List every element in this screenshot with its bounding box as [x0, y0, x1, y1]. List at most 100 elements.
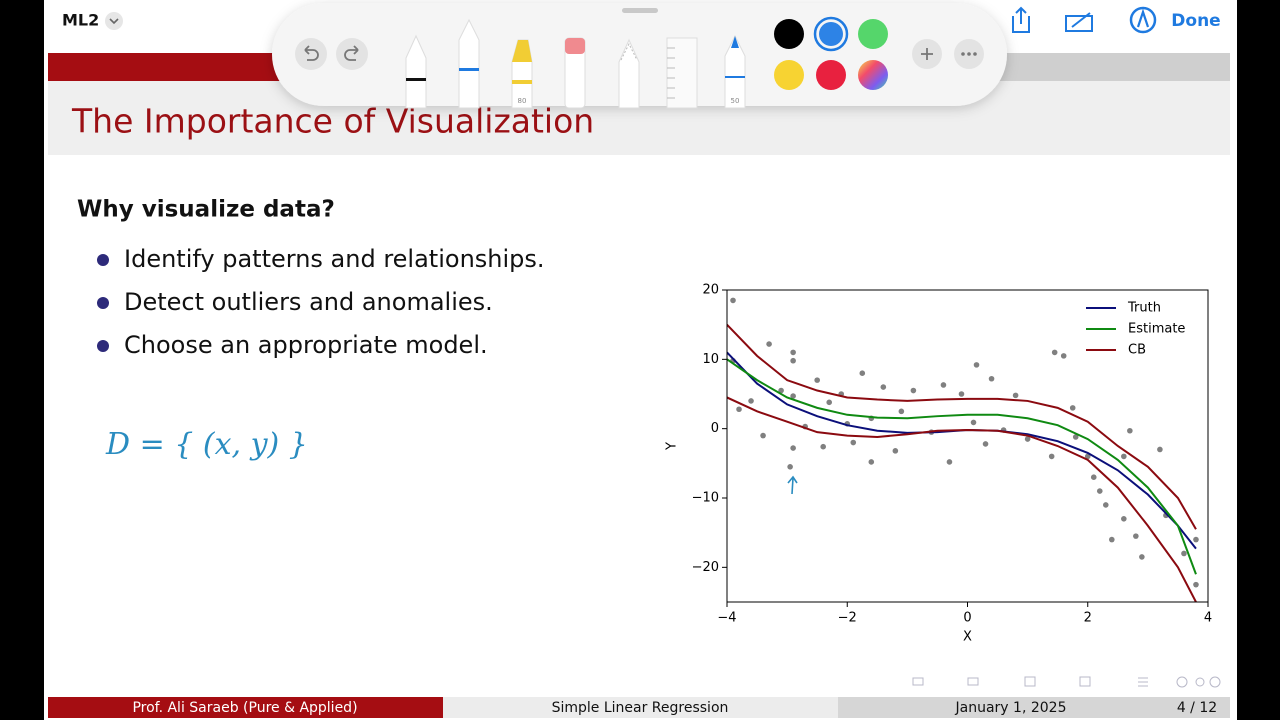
footer-right — [838, 697, 1230, 718]
y-tick-label: 10 — [702, 352, 719, 367]
data-point — [1121, 516, 1127, 522]
footer-date: January 1, 2025 — [955, 700, 1067, 716]
data-point — [790, 393, 796, 399]
y-axis-label: Y — [665, 442, 680, 451]
x-tick-label: −4 — [717, 611, 736, 626]
lasso-pattern — [620, 42, 638, 61]
footer-left — [48, 697, 443, 718]
data-point — [1127, 427, 1133, 434]
data-point — [1084, 453, 1091, 460]
undo-button[interactable] — [295, 38, 327, 70]
pencil-tool[interactable] — [724, 34, 746, 109]
plus-icon — [921, 48, 933, 60]
share-button[interactable] — [1012, 6, 1030, 33]
tools — [405, 18, 746, 109]
data-point — [892, 448, 899, 454]
data-point — [1024, 436, 1031, 442]
data-point — [1069, 405, 1076, 411]
x-tick-label: 2 — [1084, 611, 1092, 626]
pencil-icon — [1136, 8, 1150, 28]
slide-heading: Why visualize data? — [77, 197, 335, 223]
bullet-text: Identify patterns and relationships. — [124, 245, 545, 273]
color-picker[interactable] — [858, 60, 888, 90]
footer-page: 4 / 12 — [1177, 700, 1217, 716]
title-menu-button[interactable] — [105, 12, 123, 30]
color-green[interactable] — [858, 19, 888, 49]
pen-tool[interactable] — [405, 34, 427, 109]
document-title[interactable]: ML2 — [62, 11, 99, 30]
data-point — [1102, 502, 1109, 508]
data-point — [748, 398, 754, 404]
legend-label: CB — [1128, 343, 1146, 358]
legend-label: Truth — [1127, 301, 1161, 316]
legend-label: Estimate — [1128, 322, 1185, 337]
data-point — [910, 387, 917, 394]
plot-frame — [726, 289, 1209, 603]
data-point — [1193, 581, 1199, 588]
ink-arrow — [787, 475, 798, 495]
series-line — [727, 323, 1197, 530]
ink-annotation: D = { (x, y) } — [105, 427, 308, 462]
x-tick-label: −2 — [838, 611, 857, 626]
done-button[interactable]: Done — [1171, 11, 1220, 31]
marker-tip — [512, 40, 532, 62]
eraser-tip — [565, 38, 585, 54]
data-point — [982, 441, 989, 447]
data-point — [826, 399, 833, 406]
data-point — [1060, 353, 1067, 359]
x-tick-label: 0 — [963, 611, 971, 626]
y-tick-label: 20 — [702, 283, 719, 298]
data-point — [946, 459, 953, 465]
chevron — [109, 18, 119, 25]
data-point — [1096, 488, 1103, 494]
data-point — [766, 341, 772, 347]
y-tick-label: −20 — [692, 560, 719, 575]
color-red[interactable] — [816, 60, 846, 90]
marker-band — [512, 80, 532, 84]
data-point — [1048, 453, 1055, 460]
data-point — [958, 391, 965, 397]
x-tick-label: 4 — [1204, 611, 1212, 626]
data-point — [880, 384, 887, 390]
footer-author: Prof. Ali Saraeb (Pure & Applied) — [132, 700, 357, 716]
y-tick-label: 0 — [711, 421, 719, 436]
data-point — [736, 406, 742, 413]
lasso-tool[interactable] — [618, 38, 640, 109]
nav-symbols — [912, 676, 1221, 688]
markup-button[interactable] — [1065, 12, 1093, 32]
data-point — [820, 443, 826, 450]
slide-title: The Importance of Visualization — [71, 102, 594, 141]
data-point — [1133, 533, 1139, 539]
ruler-tool[interactable] — [666, 37, 698, 109]
data-point — [787, 464, 793, 470]
data-point — [1109, 536, 1115, 543]
bullet-text: Detect outliers and anomalies. — [124, 288, 493, 316]
y-tick-label: −10 — [692, 491, 719, 506]
data-point — [778, 387, 784, 394]
data-point — [988, 375, 995, 382]
data-point — [814, 377, 820, 383]
data-point — [1193, 536, 1199, 543]
data-point — [1157, 446, 1163, 453]
footer-center — [443, 697, 838, 718]
color-black[interactable] — [774, 19, 804, 49]
pen-band — [406, 78, 426, 81]
data-point — [1121, 453, 1127, 460]
data-point — [850, 439, 857, 446]
color-yellow[interactable] — [774, 60, 804, 90]
x-axis-label: X — [963, 630, 972, 645]
data-point — [790, 445, 796, 451]
color-blue[interactable] — [819, 22, 843, 46]
redo-button[interactable] — [336, 38, 368, 70]
undo-icon — [304, 45, 319, 61]
data-point — [1072, 434, 1079, 440]
data-point — [760, 432, 766, 439]
redo-icon — [344, 45, 359, 61]
data-point — [859, 370, 866, 377]
fineliner-tool[interactable] — [458, 18, 480, 109]
pencil-button[interactable] — [1129, 6, 1157, 34]
data-point — [898, 408, 905, 415]
toolbar-handle[interactable] — [622, 8, 658, 13]
